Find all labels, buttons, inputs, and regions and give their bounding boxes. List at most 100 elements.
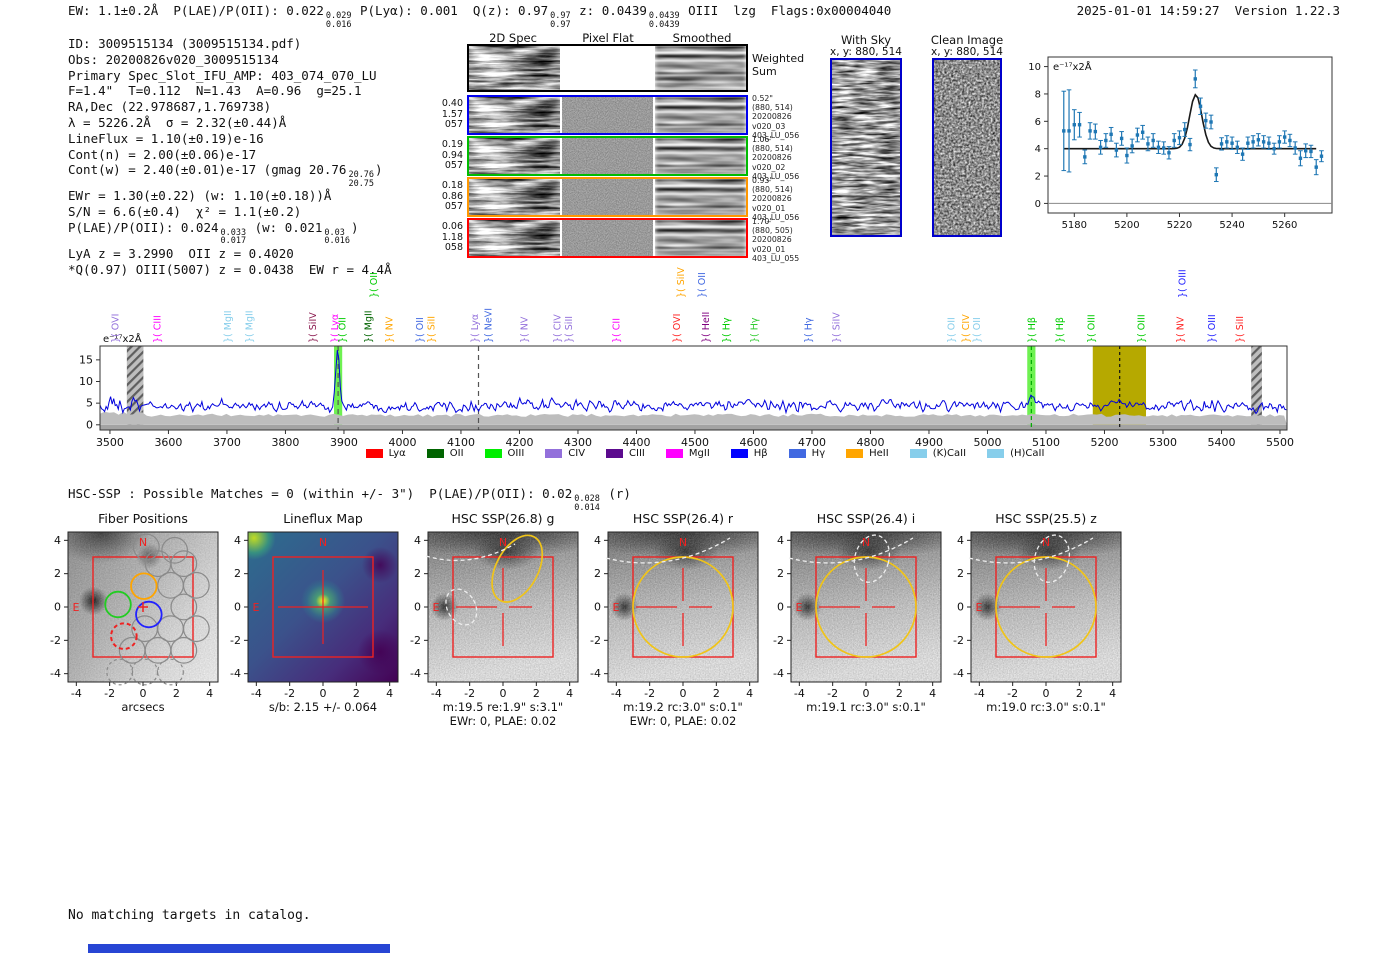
svg-text:-2: -2 xyxy=(230,634,241,647)
svg-text:0: 0 xyxy=(414,601,421,614)
detection-info-block: ID: 3009515134 (3009515134.pdf) Obs: 2020… xyxy=(68,36,392,278)
data-point xyxy=(1219,142,1224,146)
svg-text:3600: 3600 xyxy=(154,436,182,449)
data-point xyxy=(1214,172,1218,177)
cutout-title: HSC SSP(26.4) i xyxy=(816,511,916,526)
info-line: Primary Spec_Slot_IFU_AMP: 403_074_070_L… xyxy=(68,67,377,83)
data-point xyxy=(1240,152,1245,156)
svg-text:-4: -4 xyxy=(773,667,784,680)
data-point xyxy=(1309,149,1313,154)
report-datetime: 2025-01-01 14:59:27 xyxy=(1076,3,1220,18)
cutout-title: HSC SSP(26.8) g xyxy=(451,511,555,526)
data-point xyxy=(1319,154,1324,158)
emission-line-label: }( Hγ xyxy=(721,317,732,343)
data-point xyxy=(1062,129,1066,133)
fiber-row-id-label: 1.06" (880, 514) 20200826 v020_02 403_LU_056 xyxy=(752,135,800,181)
legend-swatch xyxy=(788,449,806,458)
svg-text:4600: 4600 xyxy=(739,436,767,449)
svg-text:4: 4 xyxy=(777,534,784,547)
stacked-uncertainty: 0.033 0.017 xyxy=(220,227,247,247)
svg-text:4: 4 xyxy=(54,534,61,547)
svg-text:4: 4 xyxy=(234,534,241,547)
compass-east: E xyxy=(796,601,803,614)
fiber-row-weight-label: 0.19 0.94 057 xyxy=(441,139,463,172)
panel-coords: x, y: 880, 514 xyxy=(830,46,902,58)
svg-text:-4: -4 xyxy=(431,687,442,700)
fiber-circle xyxy=(170,550,198,578)
stacked-uncertainty: 0.97 0.97 xyxy=(550,11,571,30)
compass-east: E xyxy=(73,601,80,614)
svg-text:4: 4 xyxy=(566,687,573,700)
svg-text:-4: -4 xyxy=(410,667,421,680)
svg-text:2: 2 xyxy=(594,567,601,580)
info-line: *Q(0.97) OIII(5007) z = 0.0438 EW r = 4.… xyxy=(68,261,392,277)
emission-line-label: }( OIII xyxy=(1086,314,1097,343)
hsc-match-line: HSC-SSP : Possible Matches = 0 (within +… xyxy=(68,486,631,513)
data-point xyxy=(1151,138,1155,143)
legend-swatch xyxy=(730,449,748,458)
svg-text:2: 2 xyxy=(54,567,61,580)
data-point xyxy=(1225,140,1229,144)
fiber-circle xyxy=(132,533,160,561)
legend-swatch xyxy=(365,449,383,458)
emission-line-label: }( SiII xyxy=(1235,316,1246,343)
data-point xyxy=(1146,142,1150,146)
extraction-box xyxy=(452,556,554,658)
svg-text:4400: 4400 xyxy=(622,436,650,449)
svg-text:-4: -4 xyxy=(794,687,805,700)
fiber-row-3 xyxy=(467,177,748,217)
emission-line-label: }( OVI xyxy=(111,314,122,343)
svg-text:4: 4 xyxy=(929,687,936,700)
cutout-sublabel: EWr: 0, PLAE: 0.02 xyxy=(450,714,557,728)
fiber-circle xyxy=(170,636,198,664)
emission-line-label: }( SiIV xyxy=(831,312,842,343)
legend-swatch xyxy=(909,449,927,458)
svg-text:4200: 4200 xyxy=(505,436,533,449)
extraction-box xyxy=(272,556,374,658)
compass-east: E xyxy=(253,601,260,614)
svg-text:0: 0 xyxy=(777,601,784,614)
svg-text:5400: 5400 xyxy=(1207,436,1235,449)
svg-text:8: 8 xyxy=(1035,89,1041,100)
emission-line-label: }( OII xyxy=(697,272,708,298)
data-point xyxy=(1125,153,1129,158)
svg-text:4: 4 xyxy=(746,687,753,700)
legend-item: OIII xyxy=(484,448,524,459)
fiber-row-id-label: 1.70" (880, 505) 20200826 v020_01 403_LU_055 xyxy=(752,217,800,263)
spectrum-trace xyxy=(99,350,1287,415)
svg-text:2: 2 xyxy=(353,687,360,700)
fiber-circle xyxy=(182,571,210,599)
data-point xyxy=(1230,141,1234,145)
data-point xyxy=(1098,145,1103,150)
spec2d-strip-pixelflat xyxy=(562,220,653,256)
data-point xyxy=(1198,104,1203,108)
svg-text:5180: 5180 xyxy=(1062,220,1087,231)
svg-text:2: 2 xyxy=(234,567,241,580)
spec2d-strip-smoothed xyxy=(655,46,746,90)
data-point xyxy=(1093,129,1098,134)
cutout-overlay-lineflux: -4 -4 -2 -2 0 0 2 2 4 4 s/b: 2.15 +/- 0.064 N E xyxy=(230,531,399,714)
info-line: LineFlux = 1.10(±0.19)e-16 xyxy=(68,130,264,146)
fiber-circle xyxy=(118,636,146,664)
emission-line-label: }( Lyα xyxy=(470,314,481,343)
data-point xyxy=(1162,146,1166,150)
legend-swatch xyxy=(545,449,563,458)
legend-item: CIV xyxy=(545,448,585,459)
info-line: Cont(n) = 2.00(±0.06)e-17 xyxy=(68,146,257,162)
emission-line-label: }( NeVI xyxy=(483,308,494,343)
emission-line-label: }( NV xyxy=(520,316,531,343)
data-point xyxy=(1282,135,1287,139)
svg-text:-2: -2 xyxy=(104,687,115,700)
compass-east: E xyxy=(433,601,440,614)
data-point xyxy=(1204,118,1208,123)
spec2d-column-title: Smoothed xyxy=(672,31,732,45)
cutout-title: Lineflux Map xyxy=(283,511,363,526)
svg-text:15: 15 xyxy=(79,353,93,366)
svg-text:4700: 4700 xyxy=(798,436,826,449)
spec2d-strip-2dspec xyxy=(469,220,560,256)
data-point xyxy=(1177,136,1182,140)
neighbor-ellipse xyxy=(445,588,478,626)
data-point xyxy=(1209,120,1213,124)
spec2d-strip-smoothed xyxy=(655,179,746,215)
